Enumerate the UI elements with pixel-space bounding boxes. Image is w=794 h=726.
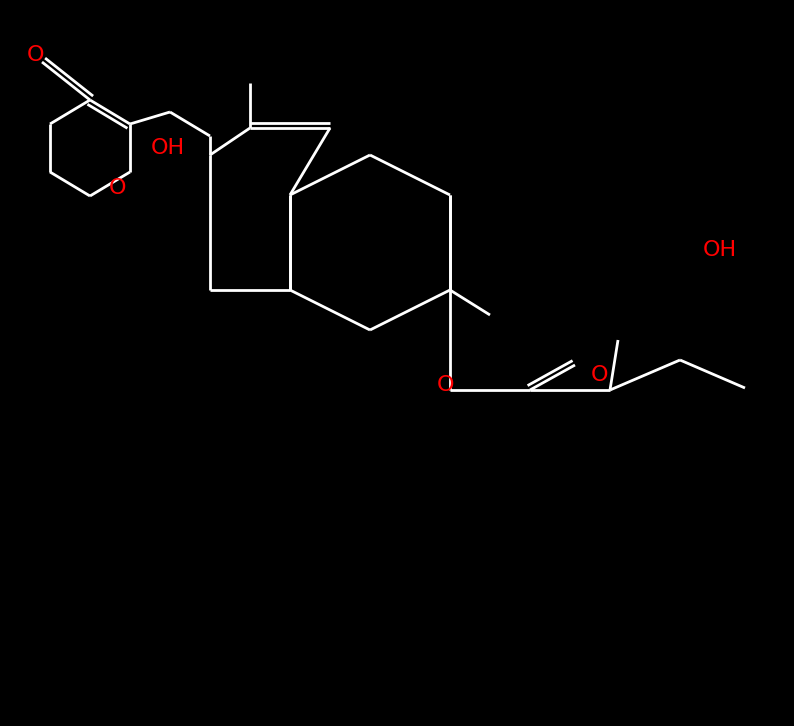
Text: O: O: [436, 375, 453, 395]
Text: O: O: [26, 45, 44, 65]
Text: OH: OH: [151, 138, 185, 158]
Text: O: O: [592, 365, 609, 385]
Text: O: O: [110, 178, 127, 198]
Text: OH: OH: [703, 240, 737, 260]
